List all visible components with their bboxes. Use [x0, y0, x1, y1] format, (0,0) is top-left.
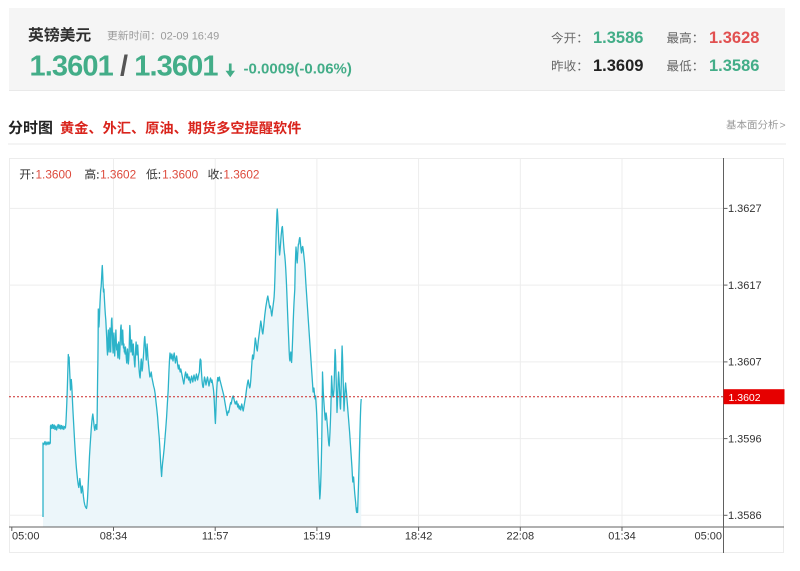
svg-text:01:34: 01:34	[608, 531, 636, 543]
svg-text:>: >	[780, 120, 786, 132]
svg-text:18:42: 18:42	[405, 531, 433, 543]
svg-text:1.3628: 1.3628	[709, 29, 759, 47]
svg-text:02-09 16:49: 02-09 16:49	[161, 31, 220, 43]
svg-text:1.3617: 1.3617	[728, 280, 762, 292]
svg-text:1.3602: 1.3602	[100, 168, 136, 182]
svg-text:1.3600: 1.3600	[162, 168, 199, 182]
svg-text:1.3586: 1.3586	[593, 29, 643, 47]
svg-text:05:00: 05:00	[694, 531, 722, 543]
svg-text:1.3596: 1.3596	[728, 433, 762, 445]
svg-text:1.3607: 1.3607	[728, 357, 762, 369]
svg-text:1.3627: 1.3627	[728, 203, 762, 215]
svg-text:-0.0009(-0.06%): -0.0009(-0.06%)	[244, 61, 352, 78]
svg-text:1.3601 / 1.3601: 1.3601 / 1.3601	[30, 51, 219, 83]
svg-text:15:19: 15:19	[303, 531, 331, 543]
svg-text:1.3600: 1.3600	[36, 168, 73, 182]
svg-text:08:34: 08:34	[100, 531, 128, 543]
svg-text:05:00: 05:00	[12, 531, 40, 543]
svg-text:1.3586: 1.3586	[728, 510, 762, 522]
svg-text:1.3609: 1.3609	[593, 57, 643, 75]
svg-text:22:08: 22:08	[507, 531, 535, 543]
svg-text:1.3602: 1.3602	[729, 392, 761, 404]
svg-text:1.3602: 1.3602	[223, 168, 259, 182]
svg-text:11:57: 11:57	[202, 531, 229, 543]
svg-text:1.3586: 1.3586	[709, 57, 759, 75]
